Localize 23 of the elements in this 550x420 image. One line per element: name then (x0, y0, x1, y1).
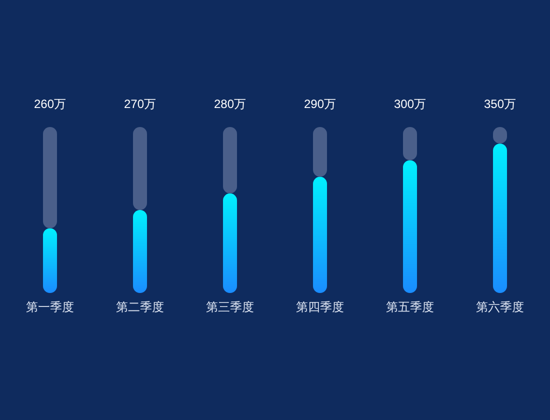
bar (223, 127, 237, 194)
x-tick-label: 第三季度 (206, 300, 254, 314)
bar (43, 127, 57, 228)
x-tick-label: 第六季度 (476, 300, 524, 314)
bar (403, 160, 417, 293)
text: 350万 (484, 97, 516, 111)
text: 280万 (214, 97, 246, 111)
bar (313, 127, 327, 177)
bar (493, 144, 507, 293)
bar (403, 127, 417, 160)
x-tick-label: 第四季度 (296, 300, 344, 314)
bar (313, 176, 327, 293)
text: 300万 (394, 97, 426, 111)
text: 260万 (34, 97, 66, 111)
x-tick-label: 第一季度 (26, 300, 74, 314)
bar (223, 193, 237, 293)
text: 270万 (124, 97, 156, 111)
bar (133, 210, 147, 293)
bar (133, 127, 147, 210)
text: 290万 (304, 97, 336, 111)
x-tick-label: 第五季度 (386, 300, 434, 314)
bar (43, 228, 57, 293)
x-tick-label: 第二季度 (116, 300, 164, 314)
